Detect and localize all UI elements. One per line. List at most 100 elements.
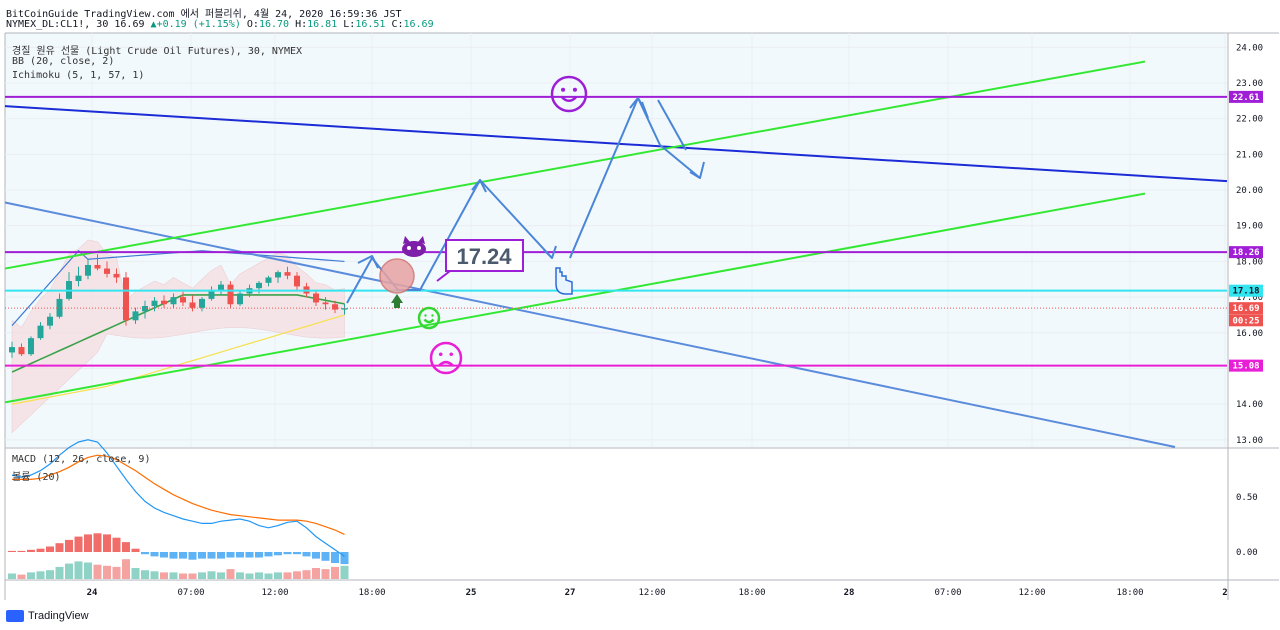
volume-bar (93, 564, 102, 579)
candle-body (132, 311, 139, 321)
macd-histogram-bar (17, 550, 26, 552)
price-axis-badge (1229, 246, 1263, 259)
volume-bar (103, 565, 111, 579)
price-axis-badge-text: 18.26 (1232, 248, 1259, 258)
high-value: 16.81 (307, 19, 338, 30)
candle-body (170, 297, 177, 305)
price-axis-badge (1229, 284, 1263, 297)
x-tick-label: 25 (466, 588, 477, 598)
volume-bar (150, 571, 159, 579)
volume-bar (112, 566, 121, 579)
macd-histogram-bar (217, 552, 225, 559)
signal-line (12, 454, 345, 535)
volume-bar (312, 568, 320, 579)
volume-bar (207, 571, 216, 579)
candle-body (113, 273, 120, 278)
macd-histogram-bar (321, 552, 330, 561)
volume-bar (236, 572, 244, 579)
volume-bar (293, 571, 301, 579)
x-tick-label: 12:00 (1018, 588, 1045, 598)
candle-body (37, 325, 44, 339)
projection-path-2 (569, 97, 701, 259)
macd-histogram-bar (302, 552, 311, 557)
tradingview-logo[interactable]: TradingView (6, 610, 89, 622)
candle-body (237, 293, 243, 305)
sad-face-icon-eye (449, 352, 454, 357)
macd-histogram-bar (150, 552, 159, 557)
candle-body (199, 298, 205, 308)
volume-bar (274, 572, 282, 579)
descending-support-line (4, 201, 1176, 448)
macd-pane (5, 449, 1227, 580)
tradingview-logo-icon (6, 610, 24, 622)
candle-body (341, 308, 348, 310)
candle-body (332, 304, 338, 310)
small-happy-face-icon-eye (424, 314, 427, 317)
macd-histogram-bar (160, 552, 168, 558)
x-tick-label: 18:00 (358, 588, 385, 598)
downtrend-line (4, 105, 1228, 183)
cat-eye (407, 246, 411, 250)
price-axis-badge-text: 22.61 (1232, 93, 1259, 103)
volume-bar (264, 573, 273, 579)
happy-face-icon (550, 75, 588, 113)
volume-bar (8, 573, 16, 579)
happy-face-icon-eye (561, 87, 566, 92)
volume-bar (245, 573, 254, 579)
sad-face-icon-eye (438, 352, 443, 357)
macd-histogram-bar (198, 552, 206, 559)
arrow-head-5 (689, 161, 705, 179)
x-tick-label: 12:00 (638, 588, 665, 598)
close-label: C: (391, 19, 404, 30)
projection-tick-2 (657, 99, 687, 151)
candle-body (123, 277, 129, 321)
volume-bar (302, 570, 311, 579)
macd-tick-label: 0.00 (1236, 548, 1258, 558)
arrow-up-icon (391, 294, 403, 308)
brand-name: TradingView (28, 610, 89, 622)
x-tick-label: 2 (1222, 588, 1227, 598)
small-happy-face-icon-eye (431, 314, 434, 317)
x-tick-label: 18:00 (1116, 588, 1143, 598)
macd-histogram-bar (36, 548, 45, 552)
volume-bar (217, 572, 225, 579)
candle-body (85, 264, 91, 276)
lower-channel-line (4, 192, 1146, 404)
volume-bar (17, 574, 26, 579)
y-tick-label: 18.00 (1236, 257, 1263, 267)
publish-info: BitCoinGuide TradingView.com 에서 퍼블리쉬, 4월… (6, 9, 402, 20)
x-tick-label: 07:00 (934, 588, 961, 598)
price-callout-text: 17.24 (456, 244, 512, 269)
candle-body (47, 316, 53, 326)
macd-histogram-bar (103, 534, 111, 552)
macd-histogram-bar (8, 550, 16, 552)
candle-body (28, 338, 34, 355)
volume-bar (27, 572, 35, 579)
ohlc-header: NYMEX_DL:CL1!, 30 16.69 ▲+0.19 (+1.15%) … (6, 19, 434, 30)
bb-middle-line (11, 294, 345, 373)
arrow-head-3 (543, 245, 557, 259)
cat-ear (418, 236, 425, 244)
volume-bar (340, 565, 349, 579)
y-tick-label: 24.00 (1236, 43, 1263, 53)
macd-histogram-bar (340, 552, 349, 565)
projection-tick (641, 101, 649, 119)
small-happy-face-icon-mouth (423, 318, 435, 324)
x-tick-label: 12:00 (261, 588, 288, 598)
macd-histogram-bar (179, 552, 187, 559)
happy-face-icon-mouth (560, 95, 578, 103)
volume-bar (74, 561, 83, 579)
candle-body (18, 347, 25, 355)
volume-bar (283, 572, 292, 579)
small-happy-face-icon (417, 306, 441, 330)
volume-bar (169, 572, 178, 579)
candle-body (322, 302, 329, 305)
macd-histogram-bar (255, 552, 263, 558)
volume-bar (179, 573, 187, 579)
volume-bar (255, 572, 263, 579)
y-tick-label: 16.00 (1236, 329, 1263, 339)
price-axis-badge (1229, 302, 1263, 315)
low-value: 16.51 (355, 19, 386, 30)
volume-bar (55, 566, 64, 579)
